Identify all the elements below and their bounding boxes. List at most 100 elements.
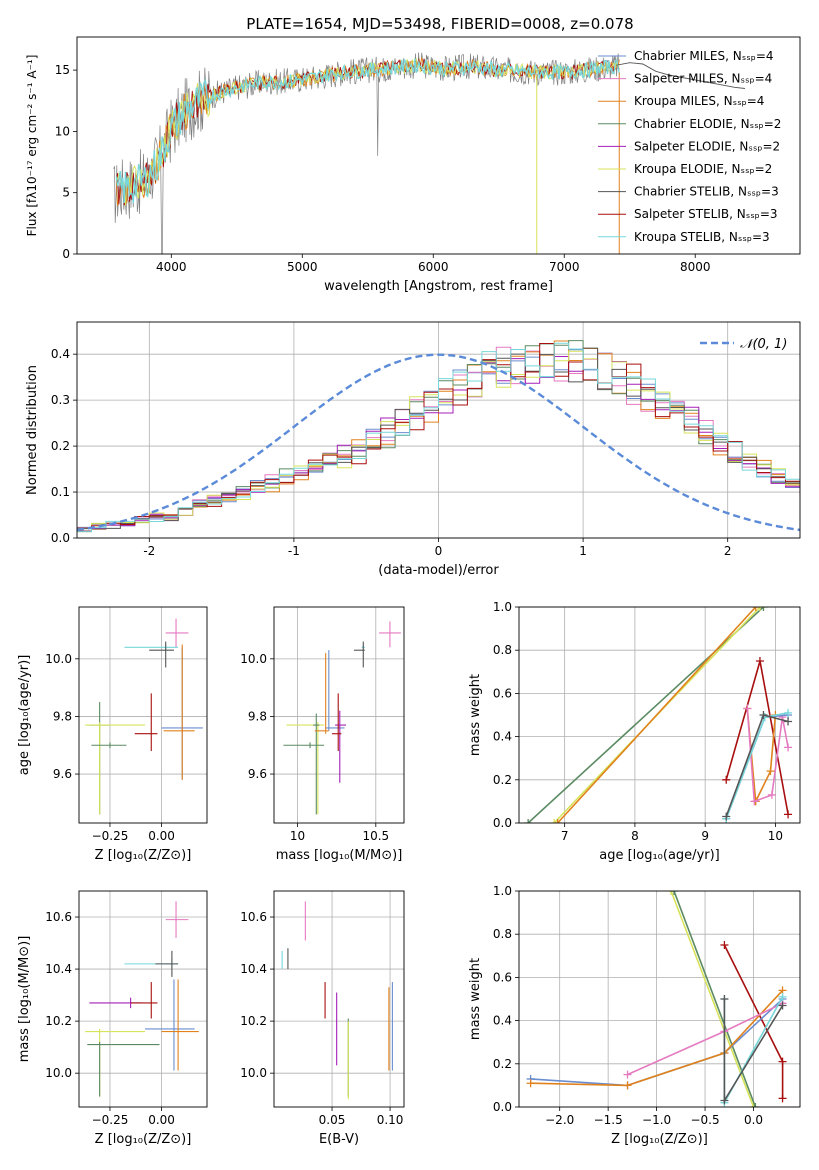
y-tick-label: 0.0 <box>493 816 512 830</box>
age-vs-mass-panel: 10 10.5 9.6 9.8 10.0 mass [log₁₀(M/M⊙)] <box>240 606 405 863</box>
weight-marker-kroupa-miles <box>623 1081 632 1090</box>
error-bars <box>281 901 393 1100</box>
y-tick-label: 1.0 <box>493 600 512 614</box>
legend-label: Chabrier ELODIE, Nₛₛₚ=2 <box>634 117 781 131</box>
weight-marker-chabrier-stelib <box>720 1096 729 1105</box>
x-tick-label: −0.5 <box>690 1113 719 1127</box>
x-tick-label: 8 <box>631 829 639 843</box>
normal-curve <box>77 353 800 532</box>
ticks: −0.25 0.00 10.0 10.2 10.4 10.6 <box>45 910 175 1127</box>
y-tick-label: 9.6 <box>53 767 72 781</box>
weight-marker-chabrier-elodie <box>670 891 679 895</box>
error-bars <box>85 901 199 1097</box>
x-tick-label: -2 <box>143 544 155 558</box>
error-bars <box>283 621 401 815</box>
weight-marker-salpeter-miles <box>767 790 776 799</box>
axes-frame <box>76 321 801 539</box>
ticks: 10 10.5 9.6 9.8 10.0 <box>240 652 389 843</box>
axes-frame <box>78 606 208 824</box>
y-tick-label: 10.6 <box>240 910 267 924</box>
x-axis-label: E(B-V) <box>319 1132 359 1147</box>
x-axis-label: mass [log₁₀(M/M⊙)] <box>276 848 403 863</box>
y-tick-label: 0.2 <box>51 439 70 453</box>
grid-lines <box>79 607 207 823</box>
weight-marker-salpeter-miles <box>750 797 759 806</box>
model-spectrum-kroupa-stelib <box>115 58 620 204</box>
weight-marker-kroupa-elodie <box>550 819 559 823</box>
y-tick-label: 9.8 <box>53 709 72 723</box>
histogram-salpeter-elodie <box>77 356 800 529</box>
y-tick-label: 10.2 <box>240 1014 267 1028</box>
weight-marker-kroupa-miles <box>751 607 760 611</box>
grid-lines <box>519 890 800 1108</box>
weight-marker-salpeter-stelib <box>784 810 793 819</box>
axes-frame <box>78 890 208 1108</box>
x-tick-label: 8000 <box>680 260 711 274</box>
y-axis-label: age [log₁₀(age/yr)] <box>17 655 32 776</box>
x-tick-label: 0.00 <box>148 1113 175 1127</box>
y-tick-label: 0.2 <box>493 1057 512 1071</box>
ticks: −2.0 −1.5 −1.0 −0.5 0.0 0.0 0.2 0.4 0.6 0.8 1.0 <box>493 884 763 1127</box>
observed-spectrum <box>113 52 620 254</box>
weight-line-kroupa-miles <box>530 989 784 1087</box>
legend-label: Salpeter STELIB, Nₛₛₚ=3 <box>634 207 778 221</box>
weight-marker-kroupa-miles <box>766 767 775 776</box>
weight-marker-chabrier-stelib <box>722 812 731 821</box>
y-tick-label: 0.0 <box>51 531 70 545</box>
legend-label: Kroupa STELIB, Nₛₛₚ=3 <box>634 230 770 244</box>
x-tick-label: 4000 <box>156 260 187 274</box>
grid-lines <box>79 891 207 1107</box>
y-tick-label: 0.1 <box>51 485 70 499</box>
y-tick-label: 0.8 <box>493 643 512 657</box>
histogram-kroupa-stelib <box>77 342 800 533</box>
grid-lines <box>274 891 404 1107</box>
x-tick-label: 5000 <box>287 260 318 274</box>
weight-marker-kroupa-elodie <box>749 1103 758 1107</box>
y-tick-label: 0.2 <box>493 773 512 787</box>
y-tick-label: 10.0 <box>240 652 267 666</box>
weight-marker-kroupa-miles <box>526 1079 535 1088</box>
y-axis-label: mass weight <box>468 958 483 1040</box>
y-tick-label: 0.4 <box>51 347 70 361</box>
weight-marker-salpeter-stelib <box>778 1057 787 1066</box>
x-axis-label: (data-model)/error <box>378 563 499 578</box>
histogram-kroupa-miles <box>77 340 800 533</box>
y-tick-label: 0 <box>62 247 70 261</box>
weight-marker-kroupa-stelib <box>778 992 787 1001</box>
massweight-vs-age-panel: 7 8 9 10 0.0 0.2 0.4 0.6 0.8 1.0 age [log₁₀(age/yr… <box>468 600 801 863</box>
y-tick-label: 0.4 <box>493 1014 512 1028</box>
model-extension <box>616 62 746 89</box>
massweight-vs-z-panel: −2.0 −1.5 −1.0 −0.5 0.0 0.0 0.2 0.4 0.6 0.8 1.0 Z [… <box>468 884 801 1147</box>
age-vs-z-panel: −0.25 0.00 9.6 9.8 10.0 Z [log₁₀(Z/Z⊙)] age [l… <box>17 606 208 863</box>
y-tick-label: 10.6 <box>45 910 72 924</box>
weight-marker-salpeter-stelib <box>778 1094 787 1103</box>
axes-frame <box>518 890 801 1108</box>
error-bars <box>85 618 203 815</box>
weight-marker-chabrier-elodie <box>751 1103 760 1107</box>
histogram-steps <box>77 340 800 533</box>
legend-label: Kroupa ELODIE, Nₛₛₚ=2 <box>634 162 772 176</box>
y-tick-label: 10.2 <box>45 1014 72 1028</box>
weight-line-kroupa-miles <box>557 607 757 823</box>
y-tick-label: 10.0 <box>240 1066 267 1080</box>
x-tick-label: 0 <box>435 544 443 558</box>
ticks: 0.05 0.10 10.0 10.2 10.4 10.6 <box>240 910 403 1127</box>
x-tick-label: −0.25 <box>92 1113 129 1127</box>
x-tick-label: −2.0 <box>545 1113 574 1127</box>
weight-line-chabrier-elodie <box>673 891 757 1107</box>
weight-marker-salpeter-miles <box>784 743 793 752</box>
ticks: −0.25 0.00 9.6 9.8 10.0 <box>45 652 175 843</box>
mass-vs-z-panel: −0.25 0.00 10.0 10.2 10.4 10.6 Z [log₁₀(Z/Z⊙)]… <box>17 890 208 1147</box>
axes-frame <box>518 606 801 824</box>
y-tick-label: 0.6 <box>493 970 512 984</box>
x-tick-label: 10.5 <box>362 829 389 843</box>
y-axis-label: Flux [fλ10⁻¹⁷ erg cm⁻² s⁻¹ A⁻¹] <box>25 55 39 237</box>
legend: 𝒩(0, 1) <box>700 337 787 352</box>
x-tick-label: 7 <box>561 829 569 843</box>
x-tick-label: −1.0 <box>642 1113 671 1127</box>
histogram-kroupa-elodie <box>77 350 800 529</box>
weight-marker-kroupa-stelib <box>784 708 793 717</box>
x-tick-label: 7000 <box>549 260 580 274</box>
weight-lines <box>526 891 787 1107</box>
